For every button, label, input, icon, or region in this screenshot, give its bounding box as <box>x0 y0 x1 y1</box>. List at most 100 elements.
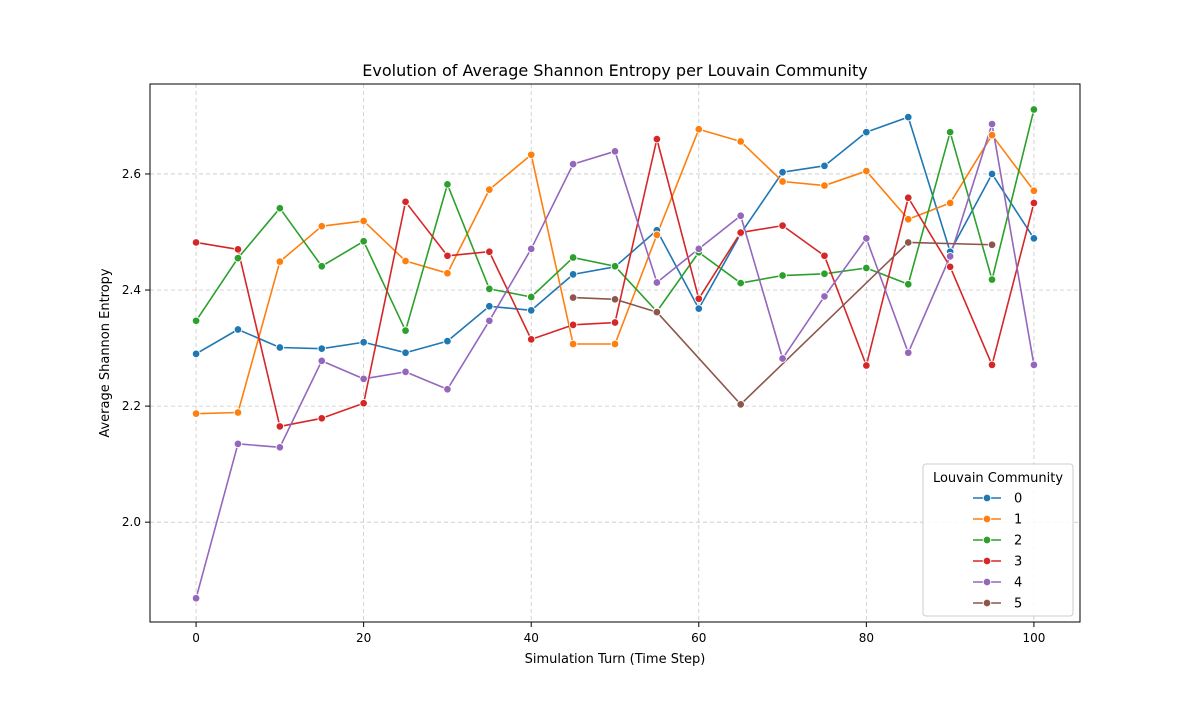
data-point-series-4 <box>443 385 452 394</box>
data-point-series-4 <box>1029 360 1039 370</box>
data-point-series-4 <box>736 211 745 220</box>
data-point-series-3 <box>778 221 787 230</box>
plot-frame <box>149 83 1081 623</box>
data-point-series-2 <box>610 261 620 271</box>
data-point-series-0 <box>903 112 913 122</box>
data-point-series-3 <box>485 247 494 256</box>
y-tick-label: 2.0 <box>122 515 141 529</box>
legend-marker-0 <box>982 493 992 503</box>
data-point-series-1 <box>610 339 620 349</box>
legend-label-3: 3 <box>1014 555 1022 570</box>
data-point-series-0 <box>275 343 285 352</box>
data-point-series-0 <box>359 338 368 347</box>
data-point-series-3 <box>443 251 452 261</box>
data-point-series-0 <box>987 169 997 179</box>
data-point-series-3 <box>568 320 578 330</box>
data-point-series-1 <box>233 408 243 417</box>
data-point-series-3 <box>275 422 285 431</box>
data-point-series-1 <box>485 185 494 194</box>
data-point-series-4 <box>568 159 578 169</box>
x-tick-label: 20 <box>356 631 371 645</box>
data-point-series-3 <box>233 245 243 254</box>
series-markers <box>191 105 1039 603</box>
data-point-series-3 <box>945 262 955 272</box>
data-point-series-3 <box>820 251 829 261</box>
data-point-series-2 <box>485 284 494 294</box>
data-point-series-4 <box>987 119 997 129</box>
data-point-series-5 <box>568 293 578 302</box>
data-point-series-3 <box>862 361 871 370</box>
x-tick-label: 40 <box>524 631 539 645</box>
data-point-series-1 <box>778 177 787 186</box>
data-point-series-2 <box>820 269 829 279</box>
y-tick-label: 2.6 <box>122 167 141 181</box>
data-point-series-0 <box>485 302 494 311</box>
legend-label-4: 4 <box>1014 576 1022 591</box>
data-point-series-0 <box>694 304 704 313</box>
data-point-series-2 <box>568 253 578 262</box>
x-tick-label: 60 <box>691 631 706 645</box>
data-point-series-1 <box>652 230 662 240</box>
data-point-series-5 <box>903 238 913 247</box>
data-point-series-1 <box>568 339 578 349</box>
data-point-series-1 <box>443 268 452 278</box>
data-point-series-4 <box>778 354 787 363</box>
data-point-series-2 <box>233 253 243 263</box>
data-point-series-4 <box>275 443 285 452</box>
data-point-series-2 <box>903 279 913 289</box>
data-point-series-2 <box>526 292 536 302</box>
legend-marker-2 <box>982 535 992 545</box>
chart-title: Evolution of Average Shannon Entropy per… <box>362 61 867 80</box>
data-point-series-3 <box>359 398 368 408</box>
data-point-series-4 <box>359 374 368 384</box>
legend-marker-1 <box>982 514 992 524</box>
data-point-series-2 <box>401 326 410 335</box>
data-point-series-0 <box>778 167 787 177</box>
x-tick-label: 80 <box>859 631 874 645</box>
data-point-series-3 <box>987 360 997 370</box>
data-point-series-4 <box>233 439 243 449</box>
y-tick-label: 2.4 <box>122 283 141 297</box>
data-point-series-1 <box>275 257 285 266</box>
data-point-series-4 <box>694 244 704 254</box>
data-point-series-3 <box>1029 198 1039 208</box>
y-axis-ticks: 2.0 2.2 2.4 2.6 <box>122 167 150 529</box>
data-point-series-3 <box>317 414 327 423</box>
data-point-series-4 <box>820 292 829 301</box>
legend-marker-3 <box>982 556 992 566</box>
data-point-series-1 <box>820 181 829 190</box>
data-point-series-0 <box>443 336 452 346</box>
data-point-series-1 <box>903 214 913 224</box>
data-point-series-3 <box>526 335 536 344</box>
data-point-series-0 <box>401 348 410 357</box>
data-point-series-2 <box>191 316 201 326</box>
legend-marker-5 <box>982 598 992 608</box>
x-tick-label: 0 <box>192 631 200 645</box>
data-point-series-0 <box>862 127 871 137</box>
legend-label-0: 0 <box>1014 492 1022 507</box>
data-point-series-4 <box>862 234 871 243</box>
y-tick-label: 2.2 <box>122 399 141 413</box>
data-point-series-1 <box>317 221 327 231</box>
data-point-series-1 <box>987 130 997 140</box>
data-point-series-4 <box>317 356 327 366</box>
legend-marker-4 <box>982 577 992 587</box>
legend: Louvain Community 0 1 2 3 4 5 <box>922 463 1074 617</box>
data-point-series-1 <box>694 125 704 134</box>
data-point-series-2 <box>1029 105 1039 114</box>
data-point-series-1 <box>862 166 871 176</box>
x-axis-label: Simulation Turn (Time Step) <box>525 652 706 667</box>
data-point-series-3 <box>652 134 662 144</box>
data-point-series-1 <box>191 409 201 418</box>
data-point-series-0 <box>568 270 578 279</box>
data-point-series-4 <box>401 367 410 377</box>
data-point-series-0 <box>1029 234 1039 243</box>
data-point-series-2 <box>987 275 997 284</box>
data-point-series-5 <box>610 295 620 304</box>
x-tick-label: 100 <box>1022 631 1045 645</box>
legend-label-5: 5 <box>1014 597 1022 612</box>
data-point-series-2 <box>443 180 452 189</box>
data-point-series-5 <box>652 307 662 317</box>
data-point-series-3 <box>191 238 201 247</box>
